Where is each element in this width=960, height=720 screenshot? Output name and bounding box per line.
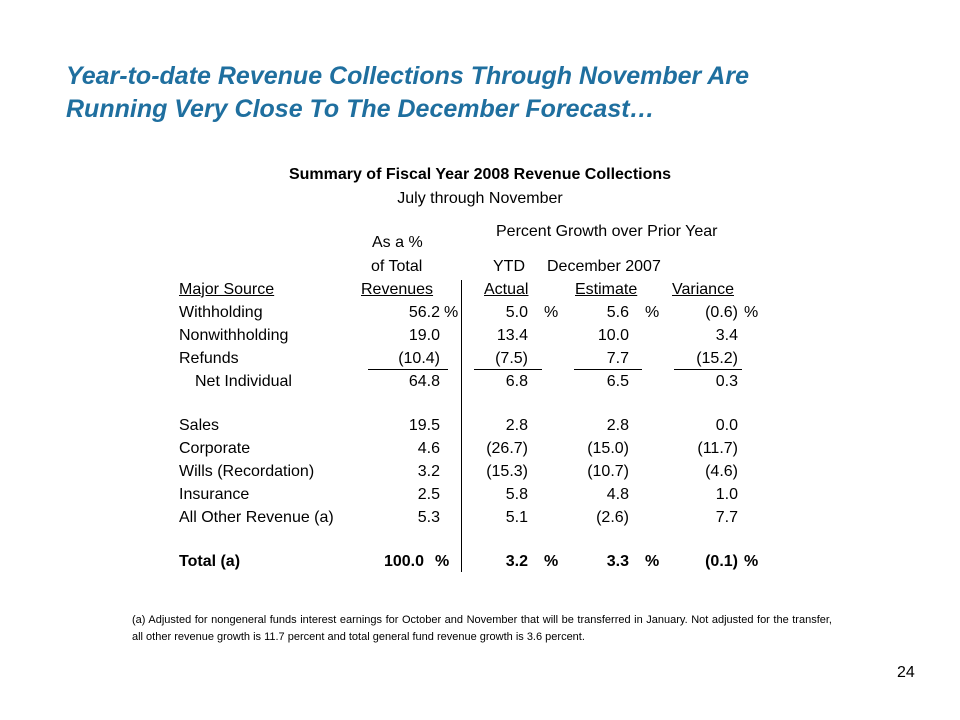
cell-source: Net Individual [195,373,292,390]
cell-actual: (7.5) [495,350,528,367]
cell-variance: 7.7 [715,509,738,526]
column-header-actual: Actual [484,281,529,298]
cell-source: Wills (Recordation) [179,463,315,480]
cell-actual: 3.2 [505,553,528,570]
table-subtitle: July through November [397,190,563,207]
cell-variance: 0.3 [715,373,738,390]
cell-estimate: (10.7) [587,463,629,480]
header-of-total: of Total [371,258,423,275]
cell-revenues: 4.6 [417,440,440,457]
cell-actual: 5.0 [505,304,528,321]
cell-source: Sales [179,417,220,434]
header-as-a-pct: As a % [372,234,423,251]
cell-source: All Other Revenue (a) [179,509,334,526]
slide-title: Year-to-date Revenue Collections Through… [66,60,926,126]
cell-estimate: (2.6) [596,509,629,526]
cell-estimate: 4.8 [606,486,629,503]
pct-sign: % [444,304,459,321]
column-header-source: Major Source [179,281,275,298]
column-header-estimate: Estimate [575,281,638,298]
cell-actual: 5.8 [505,486,528,503]
column-divider [461,280,462,572]
slide-title-line-2: Running Very Close To The December Forec… [66,95,655,123]
subtotal-rule [674,369,742,370]
cell-revenues: 64.8 [408,373,440,390]
header-december: December 2007 [547,258,661,275]
pct-sign: % [744,553,759,570]
cell-revenues: 56.2 [408,304,440,321]
pct-sign: % [645,304,660,321]
column-header-variance: Variance [672,281,734,298]
cell-revenues: 3.2 [417,463,440,480]
footnote: (a) Adjusted for nongeneral funds intere… [132,614,832,643]
cell-estimate: 10.0 [597,327,629,344]
cell-source: Insurance [179,486,250,503]
page-number: 24 [897,664,915,681]
cell-revenues: 5.3 [417,509,440,526]
subtotal-rule [368,369,448,370]
cell-revenues: (10.4) [398,350,440,367]
cell-variance: (0.1) [705,553,738,570]
cell-source: Total (a) [179,553,241,570]
subtotal-rule [574,369,642,370]
cell-estimate: 5.6 [606,304,629,321]
cell-variance: (15.2) [696,350,738,367]
pct-sign: % [744,304,759,321]
cell-revenues: 100.0 [383,553,424,570]
cell-revenues: 2.5 [417,486,440,503]
cell-revenues: 19.0 [408,327,440,344]
cell-actual: (15.3) [486,463,528,480]
cell-estimate: (15.0) [587,440,629,457]
cell-estimate: 6.5 [606,373,629,390]
pct-sign: % [544,304,559,321]
cell-source: Nonwithholding [179,327,289,344]
cell-variance: 0.0 [715,417,738,434]
cell-estimate: 3.3 [606,553,629,570]
cell-variance: (4.6) [705,463,738,480]
pct-sign: % [435,553,450,570]
slide-title-line-1: Year-to-date Revenue Collections Through… [66,62,749,90]
cell-source: Withholding [179,304,263,321]
column-header-revenues: Revenues [361,281,434,298]
pct-sign: % [544,553,559,570]
cell-actual: 5.1 [505,509,528,526]
cell-estimate: 7.7 [606,350,629,367]
header-ytd: YTD [493,258,525,275]
cell-variance: 1.0 [715,486,738,503]
cell-actual: 2.8 [505,417,528,434]
cell-variance: (11.7) [697,440,738,457]
cell-revenues: 19.5 [408,417,440,434]
cell-variance: 3.4 [715,327,738,344]
header-growth-group: Percent Growth over Prior Year [496,223,718,240]
pct-sign: % [645,553,660,570]
cell-estimate: 2.8 [606,417,629,434]
cell-actual: 13.4 [496,327,528,344]
cell-source: Corporate [179,440,251,457]
cell-actual: 6.8 [505,373,528,390]
cell-variance: (0.6) [705,304,738,321]
cell-source: Refunds [179,350,239,367]
cell-actual: (26.7) [486,440,528,457]
table-title: Summary of Fiscal Year 2008 Revenue Coll… [288,166,672,183]
subtotal-rule [474,369,542,370]
